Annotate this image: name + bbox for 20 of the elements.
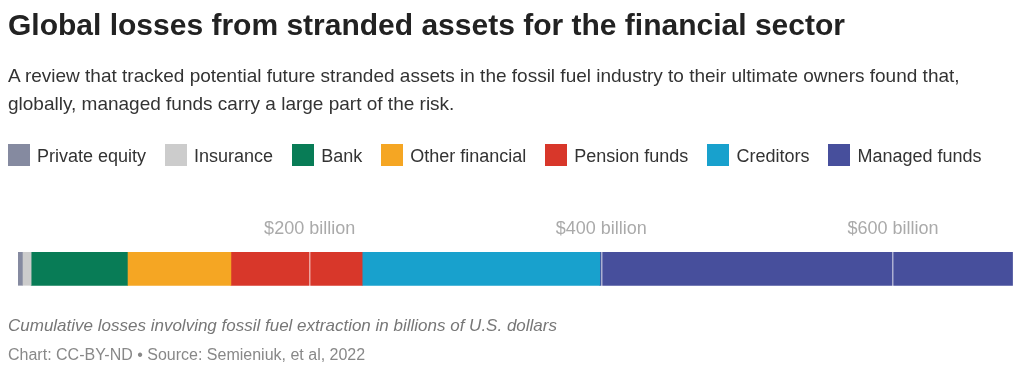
legend-label: Creditors: [736, 146, 810, 166]
bar: [361, 251, 601, 286]
text: Chart: CC-BY-ND • Source: Semieniuk, et al, 2022: [8, 346, 366, 364]
text: Cumulative losses involving fossil fuel extraction in billions of U.S. dollars: [8, 316, 557, 336]
bar: [127, 251, 232, 286]
legend-label: Other financial: [410, 146, 527, 166]
bar: [599, 251, 1013, 286]
chart-subtitle: A review that tracked potential future stranded assets in the fossil fuel industry to their ultimate owners found that, globally, managed funds carry a large part of the risk.: [8, 64, 961, 116]
x-tick-label: $600 billion: [847, 217, 939, 238]
legend-label: Private equity: [37, 146, 147, 166]
x-tick-label: $400 billion: [555, 217, 647, 238]
chart-title: Global losses from stranded assets for the financial sector: [8, 8, 845, 42]
bar: [30, 251, 128, 286]
legend-label: Bank: [321, 146, 363, 166]
x-tick-label: $200 billion: [264, 217, 356, 238]
legend-label: Managed funds: [857, 146, 982, 166]
bar: [18, 251, 23, 286]
legend-label: Pension funds: [574, 146, 689, 166]
legend-label: Insurance: [194, 146, 274, 166]
bar: [230, 251, 363, 286]
